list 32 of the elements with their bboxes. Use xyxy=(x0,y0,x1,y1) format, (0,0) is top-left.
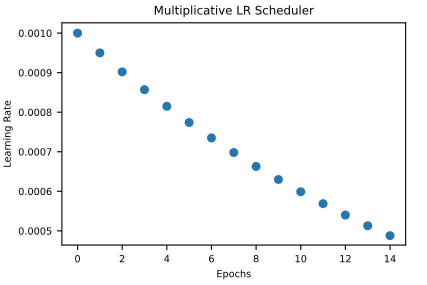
point xyxy=(118,67,127,76)
x-tick-label: 0 xyxy=(75,254,80,262)
x-tick-label: 6 xyxy=(209,254,214,262)
point xyxy=(386,231,395,240)
x-tick-label: 4 xyxy=(164,255,170,262)
point xyxy=(252,162,261,171)
point xyxy=(95,48,104,58)
chart-title: Multiplicative LR Scheduler xyxy=(154,5,314,17)
point xyxy=(363,221,372,230)
y-axis-title: Learning Rate xyxy=(3,100,13,167)
point xyxy=(274,174,283,184)
x-tick-label: 10 xyxy=(296,254,306,262)
y-tick-label: 0.0010 xyxy=(18,30,52,37)
point xyxy=(318,199,328,208)
y-tick-label: 0.0007 xyxy=(18,148,52,156)
point xyxy=(340,210,350,220)
point xyxy=(184,118,194,127)
y-tick-label: 0.0006 xyxy=(18,188,52,196)
y-tick-label: 0.0005 xyxy=(18,227,52,235)
x-axis-title: Epochs xyxy=(217,270,251,280)
point xyxy=(296,187,306,196)
point xyxy=(229,148,238,158)
y-tick-label: 0.0009 xyxy=(18,69,52,76)
point xyxy=(162,102,172,111)
y-tick-label: 0.0008 xyxy=(18,108,52,116)
x-tick-label: 14 xyxy=(384,255,396,262)
x-tick-label: 12 xyxy=(340,254,351,262)
point xyxy=(206,133,216,142)
x-tick-label: 8 xyxy=(254,254,259,262)
point xyxy=(140,85,149,94)
point xyxy=(73,28,82,38)
x-tick-label: 2 xyxy=(120,254,124,262)
